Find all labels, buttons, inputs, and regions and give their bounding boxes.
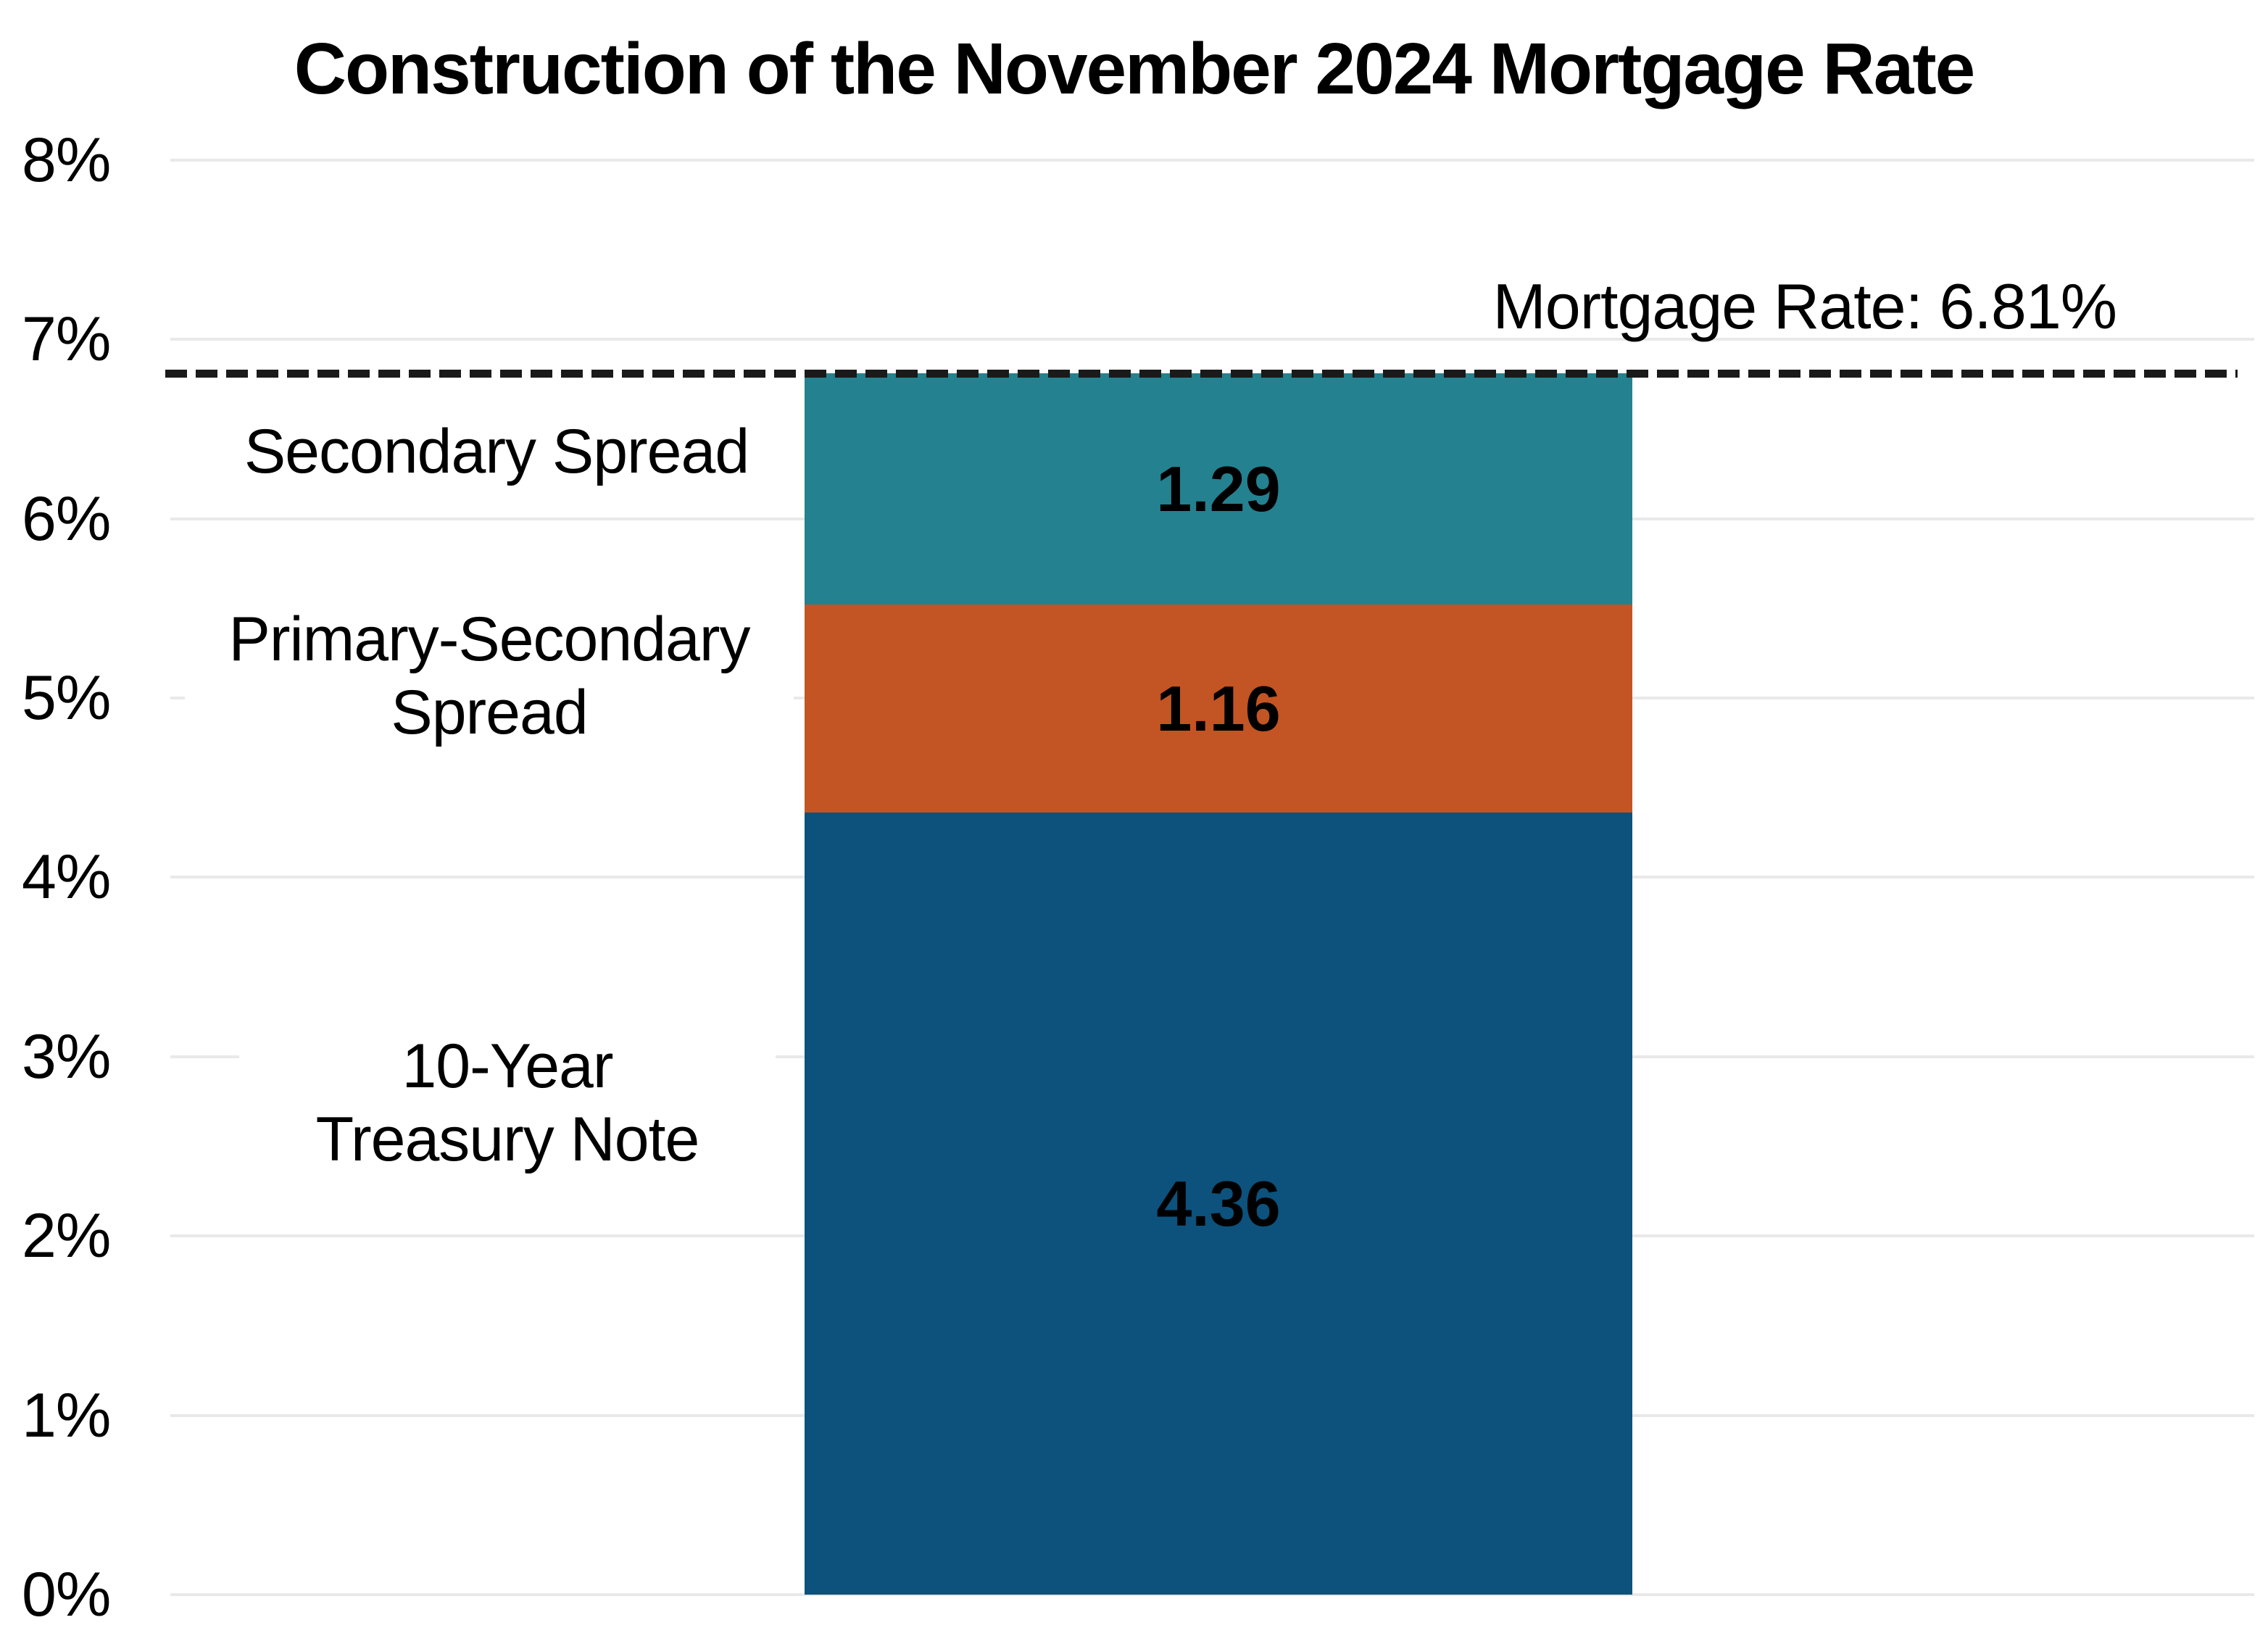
y-tick-label-2%: 2% [22, 1201, 111, 1271]
bar-segment-10-year-treasury-note: 4.36 [805, 813, 1632, 1595]
gridline-8% [170, 158, 2254, 162]
y-tick-label-4%: 4% [22, 842, 111, 913]
gridline-7% [170, 338, 2254, 341]
bar-segment-primary-secondary-spread: 1.16 [805, 605, 1632, 813]
mortgage-rate-annotation-label: Mortgage Rate: 6.81% [1492, 270, 2117, 342]
chart-title: Construction of the November 2024 Mortga… [294, 28, 1976, 109]
y-tick-label-7%: 7% [22, 304, 111, 375]
segment-value-label: 4.36 [1156, 1167, 1281, 1239]
bar-segment-secondary-spread: 1.29 [805, 373, 1632, 605]
category-label-10-year-treasury-note: 10-Year Treasury Note [239, 1013, 776, 1193]
y-tick-label-0%: 0% [22, 1560, 111, 1629]
y-tick-label-6%: 6% [22, 483, 111, 554]
mortgage-rate-dashed-line [165, 370, 2238, 378]
category-label-primary-secondary-spread: Primary-Secondary Spread [185, 586, 794, 767]
y-tick-label-1%: 1% [22, 1380, 111, 1450]
category-label-secondary-spread: Secondary Spread [207, 397, 786, 507]
y-tick-label-3%: 3% [22, 1021, 111, 1092]
y-tick-label-8%: 8% [22, 125, 111, 195]
gridline-0% [170, 1593, 2254, 1596]
segment-value-label: 1.29 [1156, 452, 1281, 525]
segment-value-label: 1.16 [1156, 672, 1281, 744]
y-tick-label-5%: 5% [22, 663, 111, 733]
